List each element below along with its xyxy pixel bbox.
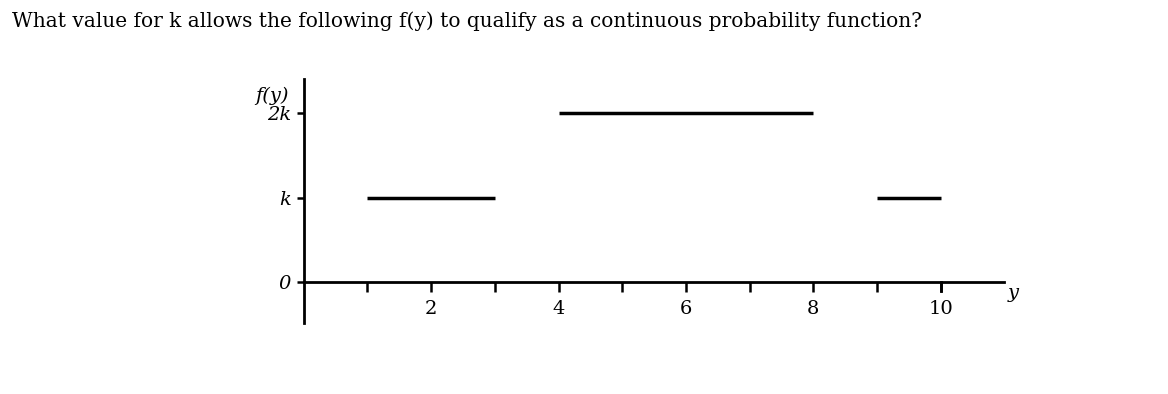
Text: What value for k allows the following f(y) to qualify as a continuous probabilit: What value for k allows the following f(… <box>12 12 922 32</box>
Text: f(y): f(y) <box>255 87 288 105</box>
Text: y: y <box>1008 284 1018 302</box>
